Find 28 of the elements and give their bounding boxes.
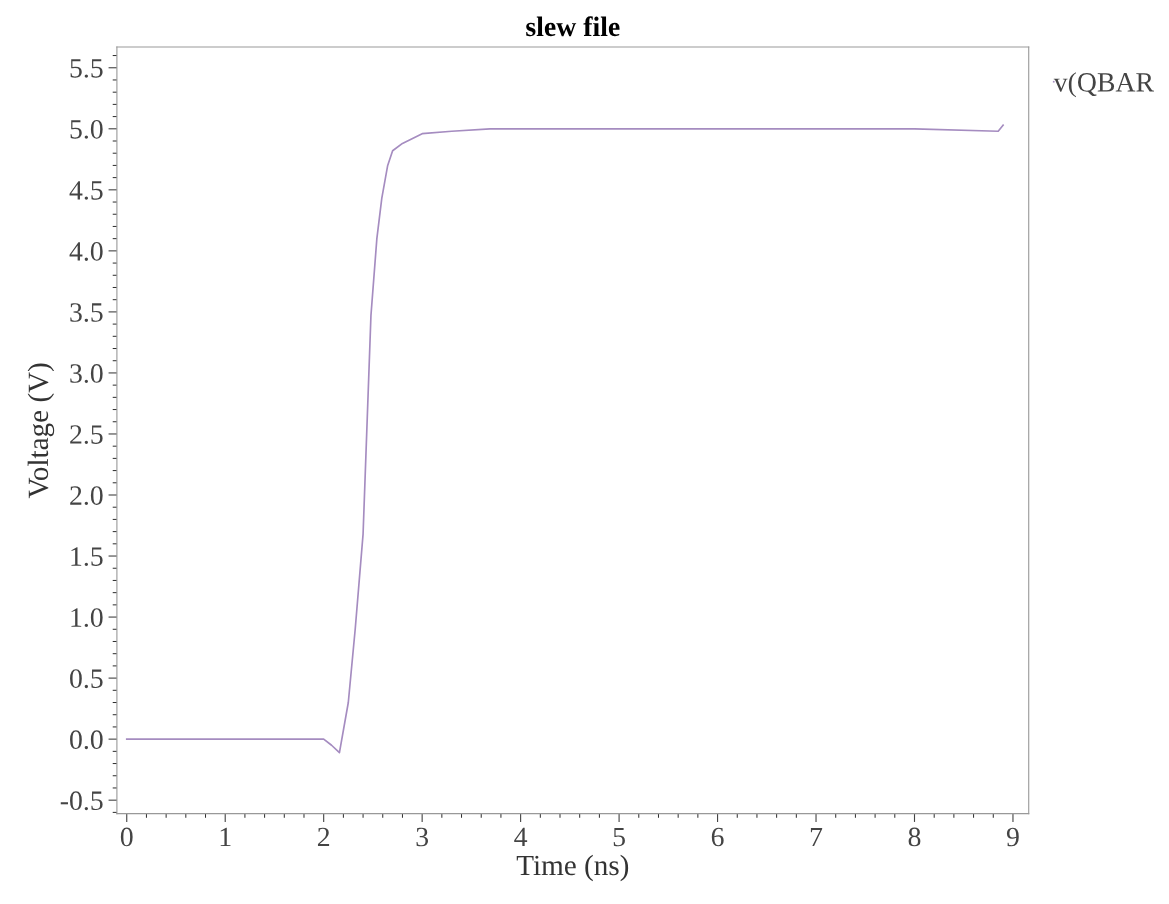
y-tick-label: 4.5 <box>69 181 103 200</box>
x-tick-label: 1 <box>220 827 231 847</box>
y-tick-label: 5.5 <box>70 59 103 78</box>
chart-title: slew file <box>526 16 620 37</box>
x-tick-label: 6 <box>711 827 724 847</box>
y-tick-label: 2.5 <box>70 425 103 444</box>
x-tick-label: 5 <box>613 827 625 847</box>
x-tick-label: 8 <box>908 827 921 847</box>
y-tick-label: 5.0 <box>70 119 103 139</box>
x-axis-title: Time (ns) <box>516 854 629 882</box>
y-tick-label: 3.0 <box>70 364 103 383</box>
x-tick-label: 4 <box>514 827 528 847</box>
x-tick-label: 0 <box>120 827 133 847</box>
x-tick-label: 7 <box>810 827 823 847</box>
line-series <box>125 124 1004 754</box>
y-tick-label: -0.5 <box>60 791 103 811</box>
y-tick-label: 1.0 <box>71 608 103 628</box>
y-tick-label: 4.0 <box>69 242 103 261</box>
y-axis-title: Voltage (V) <box>27 363 55 499</box>
y-tick-label: 0.0 <box>70 730 103 750</box>
legend-label: v(QBAR <box>1053 72 1154 98</box>
y-tick-label: 0.5 <box>70 669 103 689</box>
x-tick-label: 9 <box>1006 827 1019 847</box>
y-tick-label: 3.5 <box>70 303 103 322</box>
x-tick-label: 2 <box>317 827 330 847</box>
y-tick-label: 1.5 <box>71 547 103 567</box>
y-tick-label: 2.0 <box>70 486 103 506</box>
x-tick-label: 3 <box>416 827 429 847</box>
